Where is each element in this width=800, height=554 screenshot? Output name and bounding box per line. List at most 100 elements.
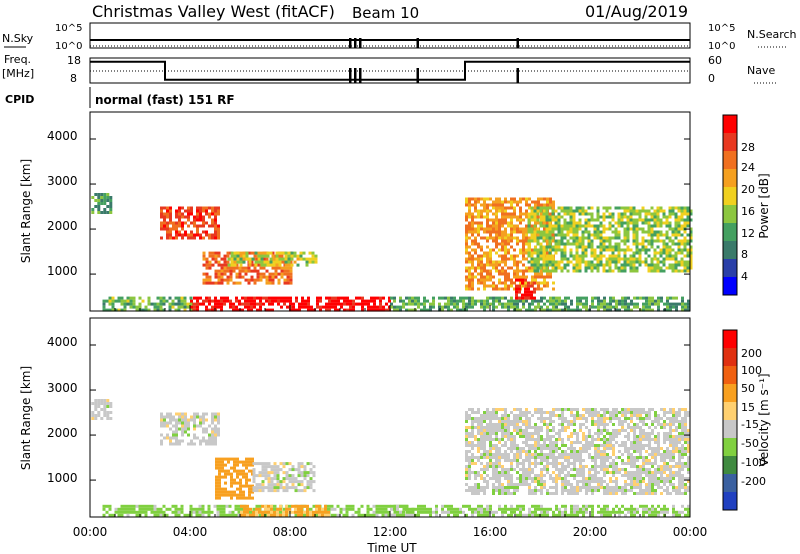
- velocity-cell: [519, 468, 522, 471]
- velocity-cell: [573, 414, 576, 417]
- velocity-cell: [600, 486, 603, 489]
- velocity-cell: [534, 447, 537, 450]
- power-cell: [268, 278, 272, 282]
- velocity-cell: [210, 510, 214, 514]
- power-cell: [111, 299, 115, 303]
- velocity-cell: [591, 489, 594, 492]
- power-cell: [630, 308, 633, 312]
- velocity-cell: [207, 513, 211, 517]
- power-cell: [632, 227, 636, 231]
- power-cell: [662, 260, 666, 264]
- power-cell: [211, 236, 214, 240]
- power-cell: [274, 299, 277, 303]
- velocity-cell: [306, 462, 310, 466]
- velocity-cell: [660, 408, 663, 411]
- power-cell: [668, 257, 672, 261]
- power-cell: [635, 248, 639, 252]
- velocity-cell: [504, 423, 507, 426]
- power-cell: [536, 254, 540, 258]
- power-cell: [653, 254, 657, 258]
- velocity-cell: [603, 438, 606, 441]
- power-cell: [623, 266, 627, 270]
- velocity-cell: [294, 477, 298, 481]
- velocity-cell: [642, 420, 645, 423]
- power-cell: [507, 257, 510, 261]
- velocity-cell: [160, 439, 163, 443]
- power-cell: [226, 254, 230, 258]
- power-cell: [396, 305, 399, 309]
- power-cell: [468, 221, 471, 225]
- velocity-cell: [168, 507, 172, 511]
- velocity-cell: [239, 493, 242, 497]
- power-cell: [677, 227, 681, 231]
- power-cell: [617, 206, 621, 210]
- power-cell: [465, 284, 468, 288]
- power-cell: [432, 305, 435, 309]
- power-cell: [590, 269, 594, 273]
- power-cell: [560, 224, 564, 228]
- velocity-cell: [480, 444, 483, 447]
- power-cell: [612, 299, 615, 303]
- power-cell: [217, 230, 220, 234]
- power-cell: [575, 260, 579, 264]
- velocity-cell: [217, 415, 220, 419]
- velocity-cell: [489, 414, 492, 417]
- power-cell: [453, 296, 456, 300]
- power-cell: [477, 197, 480, 201]
- power-cell: [576, 302, 579, 306]
- power-cell: [501, 200, 504, 204]
- velocity-cell: [172, 430, 175, 434]
- power-cell: [187, 212, 190, 216]
- velocity-cell: [120, 504, 124, 508]
- velocity-cell: [576, 453, 579, 456]
- velocity-cell: [245, 496, 248, 500]
- power-cell: [483, 251, 486, 255]
- power-cell: [163, 227, 166, 231]
- power-cell: [632, 251, 636, 255]
- velocity-cell: [582, 459, 585, 462]
- power-cell: [656, 269, 660, 273]
- power-cell: [379, 302, 382, 306]
- power-cell: [241, 296, 244, 300]
- power-cell: [543, 275, 546, 279]
- power-cell: [468, 269, 471, 273]
- power-cell: [623, 221, 627, 225]
- velocity-cell: [267, 510, 270, 514]
- velocity-cell: [585, 441, 588, 444]
- power-cell: [593, 257, 597, 261]
- velocity-cell: [218, 490, 221, 494]
- power-cell: [483, 299, 486, 303]
- velocity-cell: [531, 477, 534, 480]
- velocity-cell: [621, 414, 624, 417]
- power-cell: [651, 302, 654, 306]
- velocity-cell: [215, 493, 218, 497]
- velocity-cell: [291, 483, 295, 487]
- velocity-cell: [224, 472, 227, 476]
- velocity-cell: [561, 414, 564, 417]
- power-cell: [647, 263, 651, 267]
- velocity-cell: [648, 468, 651, 471]
- velocity-cell: [642, 468, 645, 471]
- velocity-cell: [297, 465, 301, 469]
- power-cell: [689, 257, 693, 261]
- power-cell: [262, 275, 266, 279]
- power-cell: [569, 251, 573, 255]
- power-cell: [232, 302, 235, 306]
- power-cell: [617, 215, 621, 219]
- velocity-cell: [648, 411, 651, 414]
- power-cell: [645, 302, 648, 306]
- velocity-cell: [594, 489, 597, 492]
- power-cell: [178, 209, 181, 213]
- velocity-cell: [543, 444, 546, 447]
- velocity-cell: [660, 459, 663, 462]
- power-cell: [268, 299, 271, 303]
- velocity-cell: [591, 414, 594, 417]
- power-cell: [153, 302, 157, 306]
- velocity-cell: [612, 429, 615, 432]
- velocity-cell: [288, 486, 292, 490]
- power-cell: [530, 254, 534, 258]
- velocity-cell: [504, 489, 507, 492]
- velocity-cell: [513, 453, 516, 456]
- power-cell: [193, 302, 196, 306]
- power-cell: [645, 299, 648, 303]
